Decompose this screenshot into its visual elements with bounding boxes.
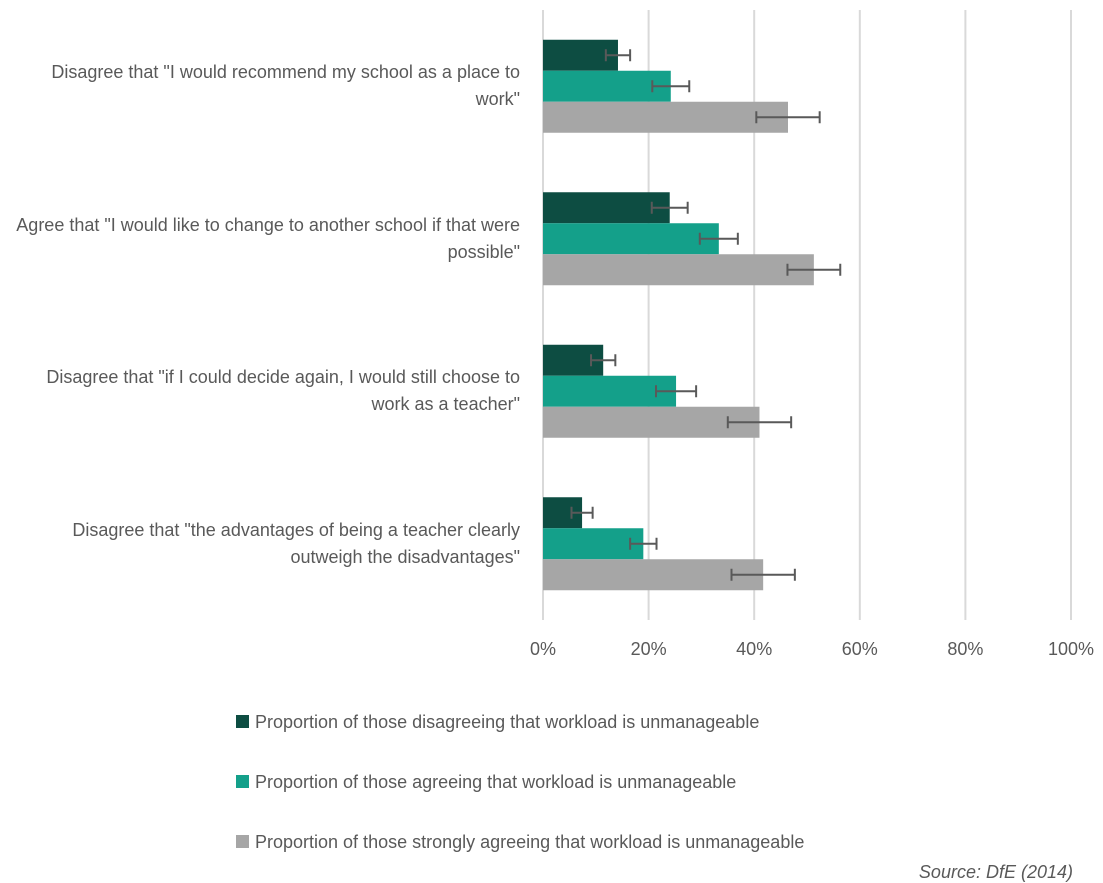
legend-label: Proportion of those disagreeing that wor… [255,712,760,732]
error-bar [570,506,594,519]
legend-swatch [236,775,249,788]
source-note: Source: DfE (2014) [918,862,1073,882]
x-tick-label: 100% [1048,639,1094,659]
legend-label: Proportion of those agreeing that worklo… [255,772,737,792]
bar [543,101,788,133]
x-tick-label: 20% [631,639,667,659]
bar [543,375,677,407]
bar [543,254,814,286]
legend-swatch [236,835,249,848]
error-bar [604,49,632,62]
error-bar [651,80,691,93]
legend-item: Proportion of those disagreeing that wor… [236,708,806,736]
category-label: Disagree that "if I could decide again, … [46,367,520,415]
bar [543,192,670,224]
error-bar [629,537,658,550]
category-label: Disagree that "the advantages of being a… [72,519,520,567]
x-tick-label: 40% [736,639,772,659]
x-tick-label: 80% [947,639,983,659]
error-bar [726,416,793,429]
error-bar [654,385,698,398]
error-bar [650,201,689,214]
bar [543,528,644,560]
error-bar [786,263,842,276]
category-label: Agree that "I would like to change to an… [16,214,520,262]
bar [543,223,719,255]
bar [543,406,760,438]
legend-item: Proportion of those agreeing that worklo… [236,768,806,796]
legend-item: Proportion of those strongly agreeing th… [236,828,806,856]
x-tick-label: 60% [842,639,878,659]
category-label: Disagree that "I would recommend my scho… [51,62,520,110]
error-bar [730,568,796,581]
error-bar [590,354,617,367]
x-tick-label: 0% [530,639,556,659]
bar [543,559,764,591]
error-bar [755,111,821,124]
legend-swatch [236,715,249,728]
bar [543,70,671,102]
error-bar [698,232,739,245]
legend-label: Proportion of those strongly agreeing th… [255,832,805,852]
